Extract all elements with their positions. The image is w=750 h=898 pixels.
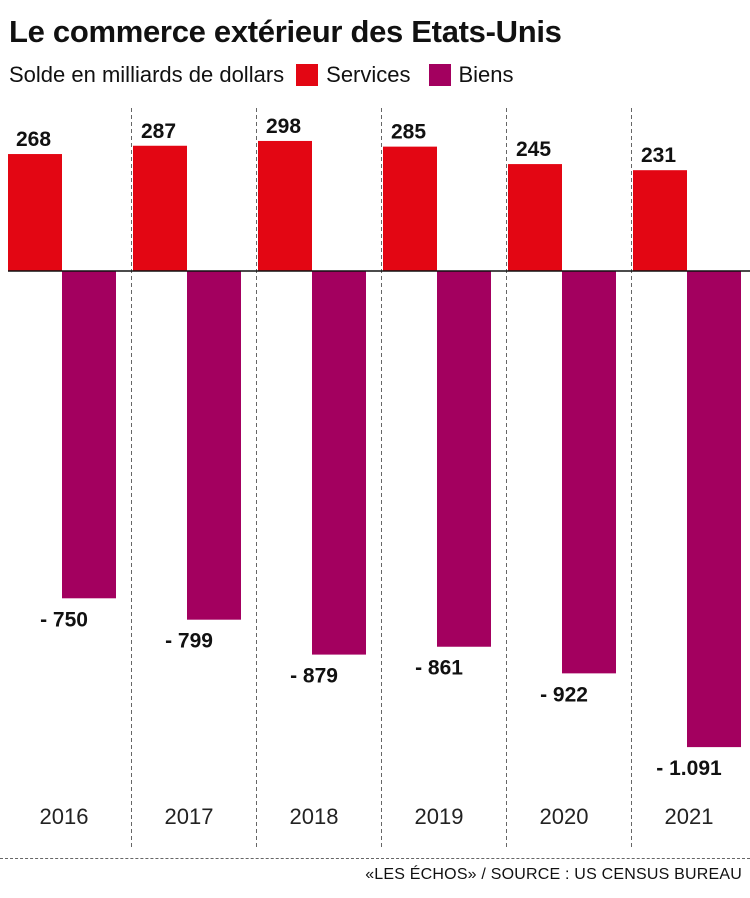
services-bar xyxy=(133,145,187,271)
year-tick-label: 2016 xyxy=(40,804,89,829)
chart-title: Le commerce extérieur des Etats-Unis xyxy=(9,14,562,49)
services-value-label: 268 xyxy=(16,128,51,151)
year-tick-label: 2018 xyxy=(290,804,339,829)
services-value-label: 287 xyxy=(141,120,176,143)
footer-divider xyxy=(0,858,750,859)
legend-label-biens: Biens xyxy=(458,62,514,87)
biens-bar xyxy=(562,271,616,674)
chart-subtitle: Solde en milliards de dollars xyxy=(9,62,285,87)
services-bar xyxy=(8,154,62,271)
biens-value-label: - 1.091 xyxy=(656,757,722,780)
year-tick-label: 2019 xyxy=(415,804,464,829)
services-value-label: 298 xyxy=(266,115,301,138)
legend-label-services: Services xyxy=(326,62,411,87)
services-bar xyxy=(508,164,562,271)
legend-item-services: Services xyxy=(296,62,411,88)
services-bar xyxy=(633,170,687,271)
biens-bar xyxy=(312,271,366,655)
biens-value-label: - 922 xyxy=(540,683,588,706)
biens-bar xyxy=(187,271,241,620)
source-credit: «LES ÉCHOS» / SOURCE : US CENSUS BUREAU xyxy=(365,866,742,883)
biens-value-label: - 879 xyxy=(290,665,338,688)
biens-bar xyxy=(62,271,116,599)
biens-value-label: - 799 xyxy=(165,630,213,653)
year-tick-label: 2020 xyxy=(540,804,589,829)
legend-swatch-services xyxy=(296,64,319,86)
biens-value-label: - 750 xyxy=(40,608,88,631)
chart-legend: Solde en milliards de dollars Services B… xyxy=(9,62,532,88)
biens-bar xyxy=(437,271,491,647)
year-tick-label: 2017 xyxy=(165,804,214,829)
biens-value-label: - 861 xyxy=(415,657,463,680)
bar-chart: 268 - 750 2016 287 - 799 2017 298 - 879 2018 285 -… xyxy=(8,108,750,850)
year-tick-label: 2021 xyxy=(665,804,714,829)
biens-bar xyxy=(687,271,741,748)
services-bar xyxy=(258,140,312,271)
services-value-label: 245 xyxy=(516,138,551,161)
legend-swatch-biens xyxy=(428,64,451,86)
legend-item-biens: Biens xyxy=(428,62,514,88)
services-value-label: 231 xyxy=(641,144,676,167)
services-bar xyxy=(383,146,437,271)
services-value-label: 285 xyxy=(391,121,426,144)
